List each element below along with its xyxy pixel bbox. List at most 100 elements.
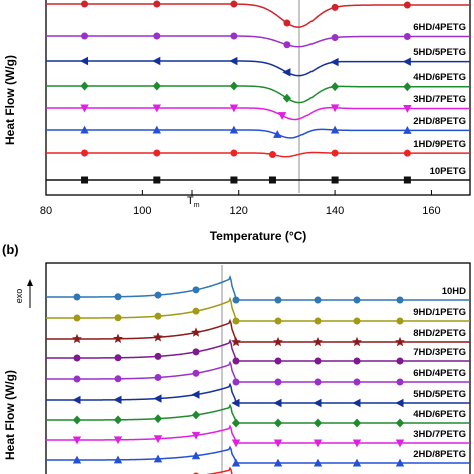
data-point	[273, 418, 283, 428]
series-line	[46, 382, 470, 404]
series-line	[46, 360, 470, 383]
series-line	[46, 338, 470, 362]
data-point	[191, 410, 201, 420]
data-point	[72, 436, 82, 445]
data-point	[331, 3, 339, 11]
data-point	[80, 104, 89, 113]
data-point	[154, 312, 162, 320]
y-axis-title-b: Heat Flow (W/g)	[3, 370, 17, 460]
data-point	[230, 149, 238, 157]
data-point	[81, 149, 89, 157]
data-point	[73, 375, 81, 383]
data-point	[153, 454, 163, 463]
series-line	[46, 151, 470, 158]
data-point	[230, 0, 238, 8]
data-point	[229, 104, 239, 113]
data-point	[274, 357, 282, 365]
tm-annotation: Tm	[187, 195, 200, 209]
series-3hd-7petg	[46, 424, 470, 448]
series-9hd-1petg	[46, 296, 470, 325]
data-point	[313, 418, 323, 428]
data-point	[313, 336, 323, 347]
data-point	[268, 151, 276, 159]
data-point	[330, 125, 340, 134]
data-point	[402, 57, 411, 66]
series-10hd	[46, 274, 470, 304]
exo-arrow	[27, 279, 33, 308]
data-point	[403, 105, 412, 113]
data-point	[154, 373, 162, 381]
data-point	[403, 149, 411, 157]
data-point	[353, 317, 361, 325]
data-point	[403, 32, 411, 40]
series-line	[46, 106, 470, 121]
data-point	[403, 176, 411, 184]
data-point	[153, 414, 163, 424]
data-point	[273, 398, 282, 408]
data-point	[153, 332, 163, 342]
data-point	[114, 375, 122, 383]
series-2hd-8petg	[46, 125, 470, 139]
data-point	[230, 32, 238, 40]
data-point	[232, 296, 240, 304]
data-point	[191, 451, 201, 460]
series-labels-b: 10HD 9HD/1PETG 8HD/2PETG 7HD/3PETG 6HD/4PETG…	[413, 286, 466, 460]
data-point	[153, 0, 161, 8]
panel-b: (b) 10HD 9HD/1PETG 8HD/2PETG 7HD/3PETG 6HD/4…	[2, 242, 471, 474]
data-point	[403, 126, 412, 134]
x-tick-label: 160	[422, 205, 440, 217]
data-point	[114, 314, 122, 322]
series-4hd-6petg	[46, 403, 470, 428]
series-label-1hd-9petg: 1HD/9PETG	[413, 139, 466, 150]
exo-label: exo	[14, 289, 24, 304]
series-label-4hd-6petg: 4HD/6PETG	[413, 72, 466, 83]
data-point	[352, 336, 362, 347]
series-label-10petg: 10PETG	[430, 166, 466, 177]
data-point	[72, 415, 82, 425]
series-label-10hd: 10HD	[442, 286, 466, 297]
series-label-6hd-4petg: 6HD/4PETG	[413, 368, 466, 379]
series-1hd-9petg	[193, 466, 233, 474]
data-point	[314, 378, 322, 386]
data-point	[154, 291, 162, 299]
data-point	[396, 357, 404, 365]
x-ticks-a: 80 100 120 140 160	[40, 190, 441, 217]
data-point	[273, 130, 282, 138]
series-line	[46, 3, 470, 28]
data-point	[274, 317, 282, 325]
series-label-5hd-5petg: 5HD/5PETG	[413, 389, 466, 400]
series-4hd-6petg	[46, 81, 470, 104]
series-8hd-2petg	[46, 318, 470, 347]
data-point	[273, 439, 283, 448]
data-point	[330, 57, 339, 67]
data-point	[113, 395, 122, 404]
plot-frame-a	[45, 0, 471, 196]
data-point	[191, 390, 200, 399]
data-point	[114, 293, 122, 301]
series-1hd-9petg	[46, 149, 470, 159]
data-point	[153, 435, 163, 444]
series-7hd-3petg	[46, 0, 470, 28]
data-point	[313, 439, 323, 448]
data-point	[313, 398, 322, 408]
data-point	[81, 32, 89, 40]
series-label-2hd-8petg: 2HD/8PETG	[413, 116, 466, 127]
x-tick-label: 80	[40, 205, 52, 217]
data-point	[273, 336, 283, 347]
series-line	[46, 60, 470, 77]
data-point	[231, 418, 241, 428]
data-point	[352, 418, 362, 428]
data-point	[154, 352, 162, 360]
data-point	[72, 455, 82, 464]
series-label-3hd-7petg: 3HD/7PETG	[413, 94, 466, 105]
data-point	[282, 93, 292, 103]
series-label-8hd-2petg: 8HD/2PETG	[413, 328, 466, 339]
x-axis-title-a: Temperature (°C)	[210, 229, 307, 243]
series-labels-a: 7HD/3PETG 6HD/4PETG 5HD/5PETG 4HD/6PETG 3HD/…	[413, 0, 466, 177]
data-point	[395, 439, 405, 448]
data-point	[113, 333, 123, 343]
data-point	[192, 348, 200, 356]
plot-frame-b	[45, 262, 471, 474]
data-point	[314, 357, 322, 365]
